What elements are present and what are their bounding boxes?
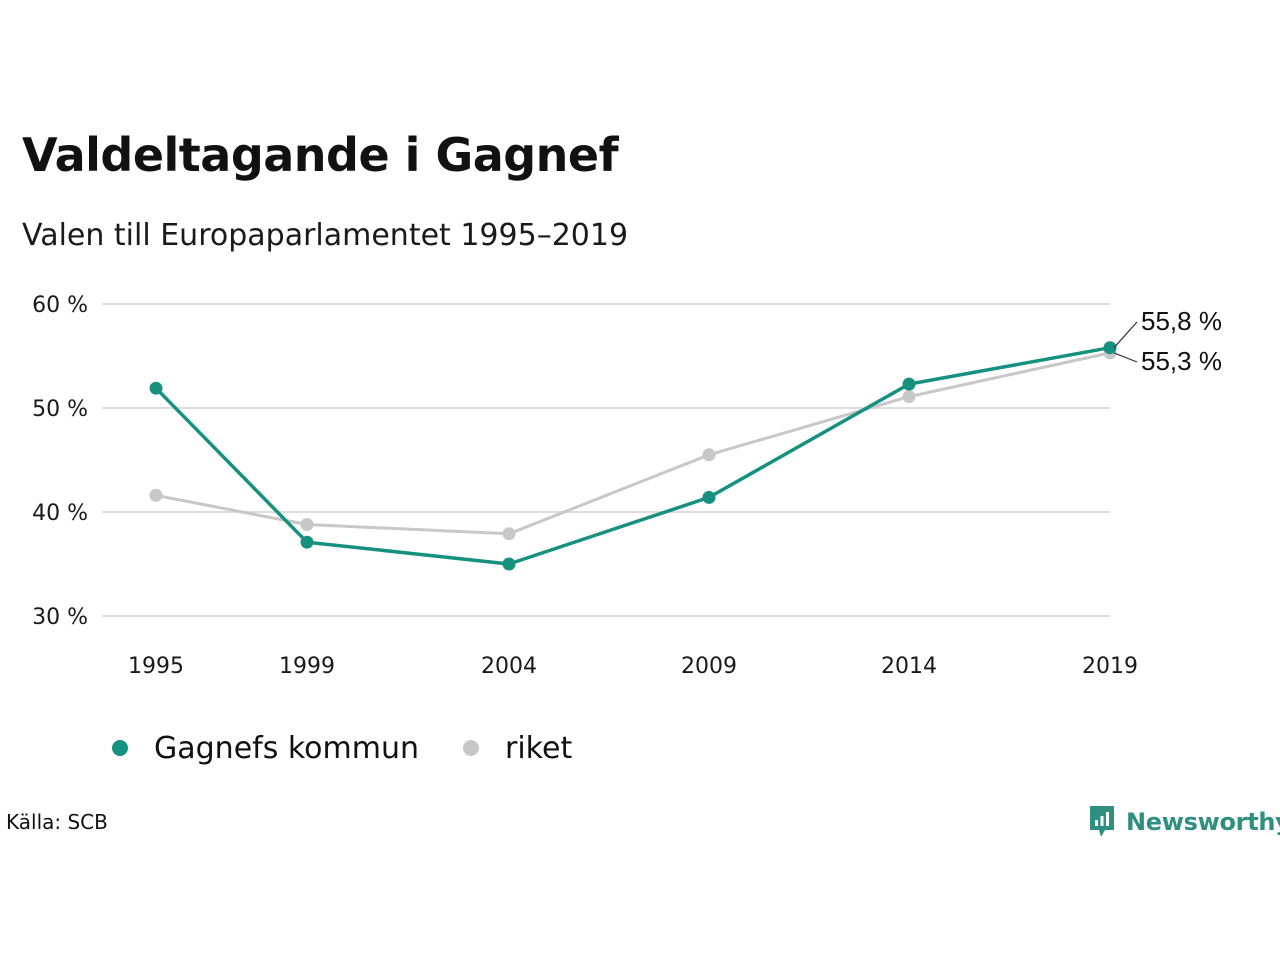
legend-dot-gagnef: [112, 740, 128, 756]
point-gagnefs-kommun-2004: [502, 557, 516, 571]
x-tick-label-2014: 2014: [881, 654, 937, 679]
point-gagnefs-kommun-2014: [902, 377, 916, 391]
series-line-gagnefs-kommun: [154, 345, 1111, 566]
y-tick-label-30: 30 %: [32, 605, 88, 630]
legend-dot-riket: [463, 740, 480, 756]
point-riket-1999: [300, 518, 314, 531]
x-tick-label-2004: 2004: [481, 654, 537, 679]
legend-item-riket: riket: [463, 731, 572, 766]
legend-label-gagnef: Gagnefs kommun: [154, 730, 420, 766]
point-gagnefs-kommun-2009: [702, 490, 716, 504]
brand-logo: Newsworthy: [1088, 804, 1280, 840]
point-riket-1995: [149, 488, 163, 502]
end-labels: 55,8 % 55,3 %: [1113, 306, 1222, 376]
chart-title: Valdeltagande i Gagnef: [22, 128, 619, 182]
point-gagnefs-kommun-1999: [300, 535, 314, 549]
legend: Gagnefs kommun riket: [112, 726, 616, 770]
end-label-riket: 55,3 %: [1141, 346, 1222, 376]
y-tick-label-60: 60 %: [32, 293, 88, 318]
series-line-riket: [155, 351, 1111, 536]
chart-subtitle: Valen till Europaparlamentet 1995–2019: [22, 218, 629, 253]
series-lines: [149, 341, 1117, 571]
x-tick-label-2019: 2019: [1082, 654, 1138, 679]
source-note: Källa: SCB: [6, 810, 108, 834]
end-label-leader-gagnefs-kommun: [1113, 321, 1138, 349]
newsworthy-logo-icon: [1090, 806, 1114, 837]
legend-label-riket: riket: [505, 730, 573, 766]
legend-item-gagnef: Gagnefs kommun: [112, 731, 419, 766]
x-tick-label-1995: 1995: [128, 654, 184, 679]
x-tick-label-2009: 2009: [681, 654, 737, 679]
point-gagnefs-kommun-1995: [149, 381, 163, 395]
point-riket-2004: [502, 527, 516, 541]
brand-name: Newsworthy: [1126, 808, 1280, 836]
y-axis-ticks: 30 % 40 % 50 % 60 %: [32, 293, 88, 630]
x-axis-ticks: 1995 1999 2004 2009 2014 2019: [128, 654, 1138, 679]
y-tick-label-50: 50 %: [32, 397, 88, 422]
grid-lines: [102, 303, 1110, 617]
y-tick-label-40: 40 %: [32, 501, 88, 526]
x-tick-label-1999: 1999: [279, 654, 335, 679]
point-gagnefs-kommun-2019: [1103, 341, 1117, 355]
point-riket-2014: [902, 390, 916, 404]
end-label-leader-riket: [1113, 352, 1138, 363]
end-label-gagnefs-kommun: 55,8 %: [1141, 306, 1222, 336]
point-riket-2009: [702, 448, 716, 462]
